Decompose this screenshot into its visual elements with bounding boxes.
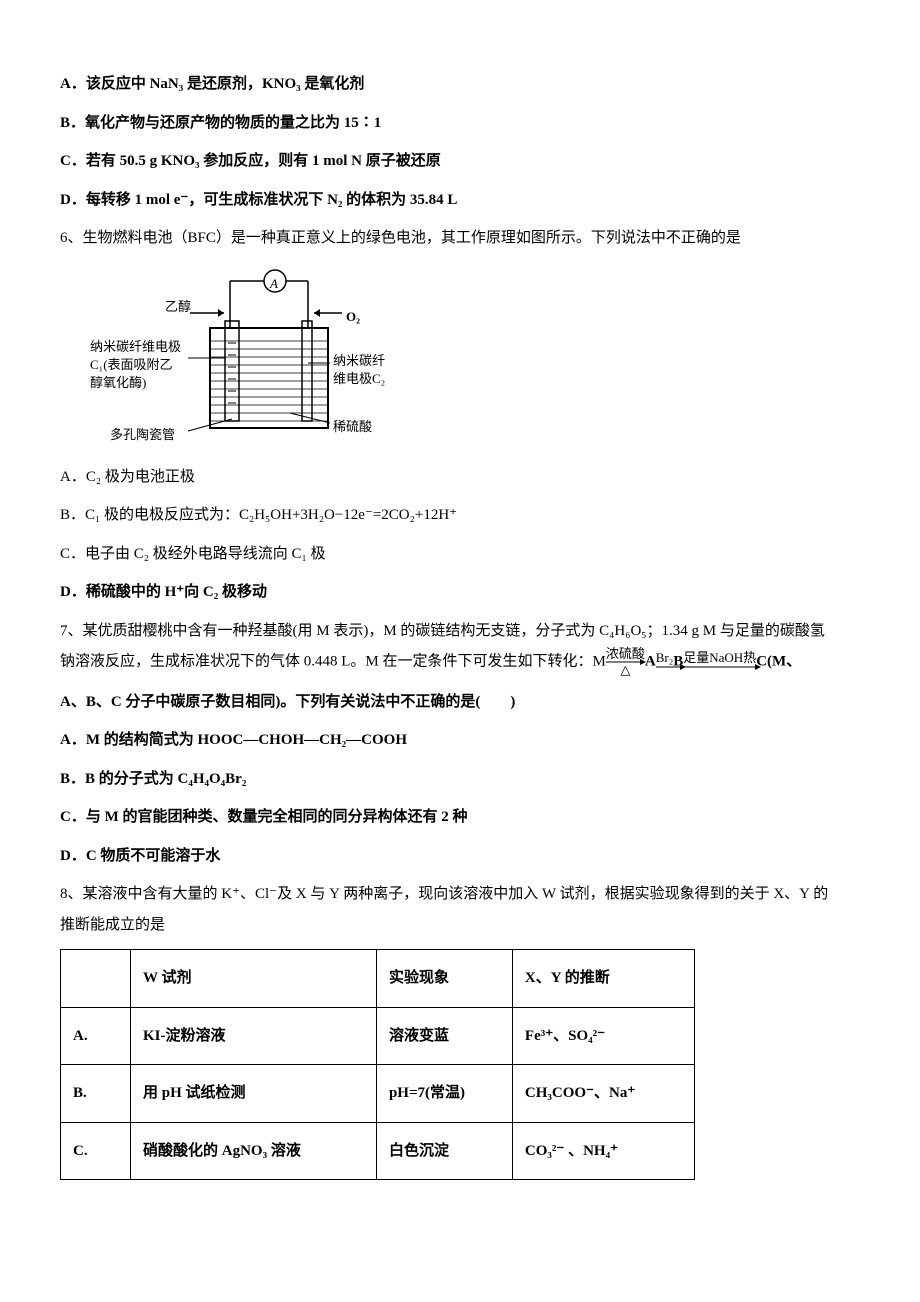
left-label-3: 醇氧化酶) <box>90 371 146 396</box>
q6-option-b: B．C₁ 极的电极反应式为：C₂H₅OH+3H₂O−12e⁻=2CO₂+12H⁺ <box>60 501 860 530</box>
meter-label: A <box>270 272 278 297</box>
q7-option-b: B．B 的分子式为 C₄H₄O₄Br₂ <box>60 765 860 794</box>
q7-arrow2: Br₂ <box>656 647 674 678</box>
q5-option-a: A．该反应中 NaN₃ 是还原剂，KNO₃ 是氧化剂 <box>60 70 860 99</box>
q8-table: W 试剂 实验现象 X、Y 的推断 A. KI-淀粉溶液 溶液变蓝 Fe³⁺、S… <box>60 949 695 1180</box>
q7-line1: 7、某优质甜樱桃中含有一种羟基酸(用 M 表示)，M 的碳链结构无支链，分子式为… <box>60 617 860 646</box>
row-c-c4: CO₃²⁻ 、NH₄⁺ <box>512 1122 694 1180</box>
q6-option-a: A．C₂ 极为电池正极 <box>60 463 860 492</box>
o2-label: O₂ <box>346 305 360 330</box>
q7-line3: A、B、C 分子中碳原子数目相同)。下列有关说法中不正确的是( ) <box>60 688 860 717</box>
q7-option-d: D．C 物质不可能溶于水 <box>60 842 860 871</box>
table-row: C. 硝酸酸化的 AgNO₃ 溶液 白色沉淀 CO₃²⁻ 、NH₄⁺ <box>61 1122 695 1180</box>
q7-option-a: A．M 的结构简式为 HOOC—CHOH—CH₂—COOH <box>60 726 860 755</box>
q7-arrow1: 浓硫酸△ <box>606 647 645 678</box>
row-b-c2: 用 pH 试纸检测 <box>131 1065 377 1123</box>
q7-arrow3: 足量NaOH热 <box>683 647 756 678</box>
row-b-c4: CH₃COO⁻、Na⁺ <box>512 1065 694 1123</box>
bottom-left-label: 多孔陶瓷管 <box>110 423 175 448</box>
q7-line2a: 钠溶液反应，生成标准状况下的气体 0.448 L。M 在一定条件下可发生如下转化… <box>60 654 606 670</box>
header-c3: 实验现象 <box>376 950 512 1008</box>
table-row: B. 用 pH 试纸检测 pH=7(常温) CH₃COO⁻、Na⁺ <box>61 1065 695 1123</box>
q5-option-c: C．若有 50.5 g KNO₃ 参加反应，则有 1 mol N 原子被还原 <box>60 147 860 176</box>
row-b-c3: pH=7(常温) <box>376 1065 512 1123</box>
q8-line1: 8、某溶液中含有大量的 K⁺、Cl⁻及 X 与 Y 两种离子，现向该溶液中加入 … <box>60 880 860 909</box>
q5-option-d: D．每转移 1 mol e⁻，可生成标准状况下 N₂ 的体积为 35.84 L <box>60 186 860 215</box>
row-a-c2: KI-淀粉溶液 <box>131 1007 377 1065</box>
q6-stem: 6、生物燃料电池（BFC）是一种真正意义上的绿色电池，其工作原理如图所示。下列说… <box>60 224 860 253</box>
row-c-c3: 白色沉淀 <box>376 1122 512 1180</box>
ethanol-label: 乙醇 <box>165 295 191 320</box>
q6-diagram: A 乙醇 O₂ 纳米碳纤维电极 C₁(表面吸附乙 醇氧化酶) 纳米碳纤 维电极C… <box>90 263 410 453</box>
right-label-2: 维电极C₂ <box>333 367 385 392</box>
row-b-c1: B. <box>61 1065 131 1123</box>
row-c-c2: 硝酸酸化的 AgNO₃ 溶液 <box>131 1122 377 1180</box>
table-row: A. KI-淀粉溶液 溶液变蓝 Fe³⁺、SO₄²⁻ <box>61 1007 695 1065</box>
q7-option-c: C．与 M 的官能团种类、数量完全相同的同分异构体还有 2 种 <box>60 803 860 832</box>
row-c-c1: C. <box>61 1122 131 1180</box>
q6-option-c: C．电子由 C₂ 极经外电路导线流向 C₁ 极 <box>60 540 860 569</box>
q8-line2: 推断能成立的是 <box>60 911 860 940</box>
bottom-right-label: 稀硫酸 <box>333 415 372 440</box>
q5-option-b: B．氧化产物与还原产物的物质的量之比为 15∶1 <box>60 109 860 138</box>
q7-line2b: C(M、 <box>756 654 801 670</box>
header-c2: W 试剂 <box>131 950 377 1008</box>
table-header-row: W 试剂 实验现象 X、Y 的推断 <box>61 950 695 1008</box>
header-c4: X、Y 的推断 <box>512 950 694 1008</box>
q7-A: A <box>645 654 656 670</box>
row-a-c1: A. <box>61 1007 131 1065</box>
q6-option-d: D．稀硫酸中的 H⁺向 C₂ 极移动 <box>60 578 860 607</box>
header-c1 <box>61 950 131 1008</box>
row-a-c4: Fe³⁺、SO₄²⁻ <box>512 1007 694 1065</box>
row-a-c3: 溶液变蓝 <box>376 1007 512 1065</box>
